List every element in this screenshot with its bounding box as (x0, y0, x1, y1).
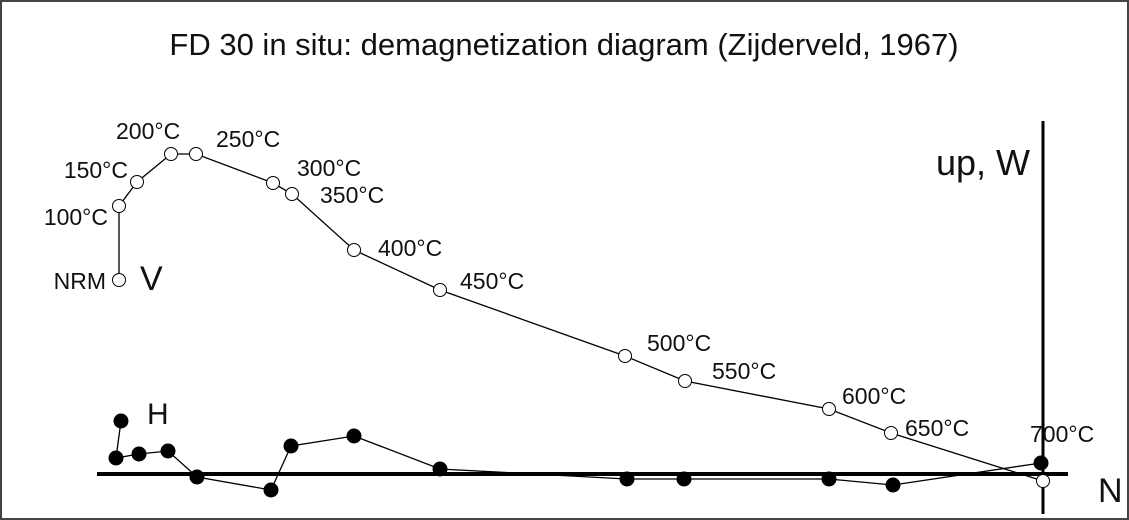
step-label: 100°C (44, 204, 108, 230)
point (347, 243, 361, 257)
point (263, 482, 279, 498)
point (266, 176, 280, 190)
point (885, 477, 901, 493)
step-label: 150°C (64, 157, 128, 183)
step-label: 300°C (297, 155, 361, 181)
point (619, 471, 635, 487)
y-axis-label: up, W (936, 142, 1030, 183)
point (112, 199, 126, 213)
step-label: 400°C (378, 235, 442, 261)
step-label: 350°C (320, 182, 384, 208)
point (1036, 474, 1050, 488)
point (189, 469, 205, 485)
point (113, 413, 129, 429)
point (160, 443, 176, 459)
step-label: 450°C (460, 268, 524, 294)
point (108, 450, 124, 466)
point (1033, 455, 1049, 471)
step-label: 600°C (842, 383, 906, 409)
series-line (118, 153, 1044, 482)
point (112, 273, 126, 287)
chart-title: FD 30 in situ: demagnetization diagram (… (169, 27, 958, 62)
point (346, 428, 362, 444)
point (164, 147, 178, 161)
point (131, 446, 147, 462)
point (189, 147, 203, 161)
x-axis-label: N (1098, 472, 1123, 510)
point (432, 461, 448, 477)
point (433, 283, 447, 297)
point (678, 374, 692, 388)
point (676, 471, 692, 487)
point (822, 402, 836, 416)
point (130, 175, 144, 189)
step-label: 250°C (216, 126, 280, 152)
point (283, 438, 299, 454)
step-label: 550°C (712, 358, 776, 384)
point (821, 471, 837, 487)
step-label: 500°C (647, 330, 711, 356)
step-label: 200°C (116, 118, 180, 144)
series-label: V (140, 260, 163, 298)
point (618, 349, 632, 363)
point (285, 187, 299, 201)
step-label: 700°C (1030, 421, 1094, 447)
step-label: 650°C (905, 415, 969, 441)
step-label: NRM (54, 268, 106, 294)
point (884, 426, 898, 440)
series-label: H (147, 398, 169, 431)
